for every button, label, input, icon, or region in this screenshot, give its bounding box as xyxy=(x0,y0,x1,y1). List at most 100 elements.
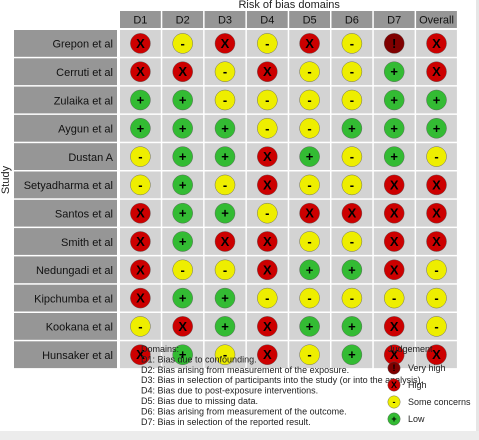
judgement-symbol: X xyxy=(432,347,441,362)
judgement-point-some-concerns xyxy=(341,61,363,82)
judgement-point-some-concerns xyxy=(341,89,363,111)
column-header-0: D1 xyxy=(133,15,147,27)
judgement-symbol: X xyxy=(348,206,357,221)
legend-label: Very high xyxy=(408,363,446,373)
column-header-5: D6 xyxy=(345,15,359,27)
judgement-symbol: + xyxy=(179,93,187,108)
judgement-symbol: + xyxy=(348,121,356,136)
domain-caption-1: D1: Bias due to confounding. xyxy=(141,354,257,364)
judgement-symbol: - xyxy=(223,347,227,362)
judgement-point-low xyxy=(384,118,405,139)
judgement-point-low xyxy=(214,118,236,139)
legend-label: Some concerns xyxy=(408,397,471,407)
judgement-point-high xyxy=(384,202,405,224)
judgement-point-high xyxy=(214,231,236,252)
study-label: Kipchumba et al xyxy=(34,293,113,305)
judgement-symbol: X xyxy=(263,64,272,79)
judgement-point-low xyxy=(172,231,193,252)
study-label: Smith et al xyxy=(61,237,113,249)
judgement-symbol: X xyxy=(305,36,314,51)
judgement-symbol: - xyxy=(307,93,311,108)
judgement-point-high xyxy=(172,316,193,337)
column-header-4: D5 xyxy=(303,15,317,27)
judgement-point-high xyxy=(257,146,278,167)
judgement-point-high xyxy=(384,259,405,280)
judgement-symbol: - xyxy=(350,64,354,79)
judgement-symbol: - xyxy=(265,36,269,51)
judgement-symbol: - xyxy=(223,64,227,79)
judgement-point-some-concerns xyxy=(341,287,363,309)
judgement-point-high xyxy=(257,231,278,252)
study-label: Setyadharma et al xyxy=(24,180,113,192)
judgement-symbol: X xyxy=(136,262,145,277)
column-header-bg xyxy=(416,11,457,28)
judgement-symbol: + xyxy=(390,93,398,108)
judgement-point-low xyxy=(172,89,193,111)
judgement-point-low xyxy=(172,118,193,139)
judgement-symbol: + xyxy=(348,347,356,362)
bottom-scroll-band xyxy=(0,431,479,440)
judgement-point-high xyxy=(130,33,151,54)
judgement-point-some-concerns xyxy=(172,259,193,280)
judgement-symbol: X xyxy=(390,234,399,249)
judgement-symbol: - xyxy=(307,291,311,306)
judgement-symbol: - xyxy=(434,291,438,306)
column-header-1: D2 xyxy=(176,15,190,27)
legend-symbol: - xyxy=(393,397,396,407)
legend-swatch-low xyxy=(387,412,401,426)
column-header-6: D7 xyxy=(387,15,401,27)
judgement-symbol: - xyxy=(265,93,269,108)
judgement-symbol: X xyxy=(390,347,399,362)
domain-caption-2: D2: Bias arising from measurement of the… xyxy=(141,365,349,375)
judgement-point-low xyxy=(426,118,447,139)
study-label: Kookana et al xyxy=(46,322,113,334)
study-label: Nedungadi et al xyxy=(36,265,113,277)
judgement-symbol: - xyxy=(434,319,438,334)
judgement-symbol: + xyxy=(179,291,187,306)
domain-caption-7: D7: Bias in selection of the reported re… xyxy=(141,417,311,427)
judgement-point-low xyxy=(341,344,363,365)
judgement-symbol: + xyxy=(306,262,314,277)
judgement-point-some-concerns xyxy=(214,61,236,82)
judgement-point-low xyxy=(172,146,193,167)
judgement-point-some-concerns xyxy=(214,89,236,111)
judgement-symbol: + xyxy=(179,347,187,362)
judgement-symbol: X xyxy=(136,234,145,249)
judgement-point-some-concerns xyxy=(172,33,193,54)
judgement-symbol: - xyxy=(138,149,142,164)
judgement-symbol: + xyxy=(390,149,398,164)
judgement-symbol: - xyxy=(223,177,227,192)
judgement-symbol: X xyxy=(432,36,441,51)
judgement-point-some-concerns xyxy=(299,231,320,252)
judgement-point-low xyxy=(130,118,151,139)
column-header-bg xyxy=(120,11,161,28)
judgement-point-low xyxy=(130,89,151,111)
judgement-symbol: - xyxy=(265,291,269,306)
chart-title: Risk of bias domains xyxy=(238,0,340,11)
judgement-point-some-concerns xyxy=(426,287,447,309)
judgement-point-some-concerns xyxy=(257,89,278,111)
judgement-symbol: + xyxy=(221,206,229,221)
judgement-point-high xyxy=(130,61,151,82)
judgement-symbol: X xyxy=(263,262,272,277)
judgement-symbol: - xyxy=(181,36,185,51)
judgement-symbol: - xyxy=(138,177,142,192)
judgement-symbol: + xyxy=(221,149,229,164)
judgement-point-some-concerns xyxy=(299,344,320,365)
judgement-point-some-concerns xyxy=(299,287,320,309)
judgement-point-low xyxy=(172,202,193,224)
legend-title: Judgement xyxy=(388,344,433,354)
study-label-bg xyxy=(14,171,117,199)
legend-label: High xyxy=(408,380,427,390)
judgement-point-some-concerns xyxy=(341,146,363,167)
judgement-point-high xyxy=(299,33,320,54)
domain-caption-4: D4: Bias due to post-exposure interventi… xyxy=(141,386,318,396)
judgement-point-low xyxy=(341,316,363,337)
judgement-symbol: + xyxy=(221,291,229,306)
judgement-point-high xyxy=(426,33,447,54)
judgement-point-low xyxy=(214,146,236,167)
study-label-bg xyxy=(14,114,117,142)
judgement-symbol: X xyxy=(263,234,272,249)
judgement-point-high xyxy=(172,61,193,82)
judgement-symbol: X xyxy=(136,347,145,362)
